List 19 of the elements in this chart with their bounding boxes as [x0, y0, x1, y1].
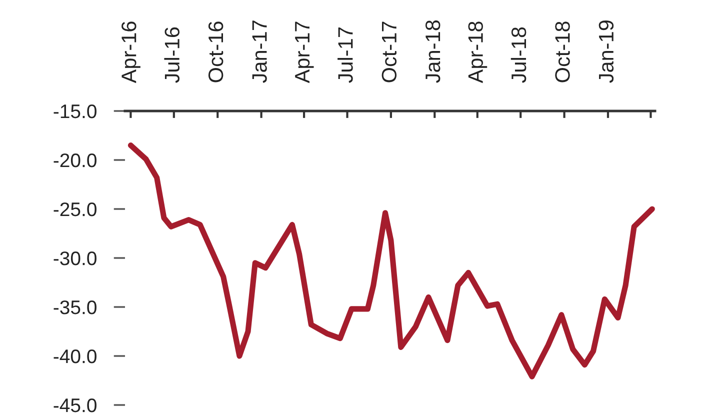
x-tick-label: Apr-16 — [122, 22, 140, 84]
y-tick-label: -25.0 — [54, 202, 96, 216]
x-tick-label: Apr-18 — [468, 22, 488, 84]
x-tick-label: Oct-17 — [382, 22, 397, 82]
x-tick-label: Jan-18 — [425, 20, 440, 83]
x-tick-label: Oct-16 — [208, 22, 224, 82]
y-tick-label: -15.0 — [54, 104, 96, 118]
y-tick-label: -30.0 — [54, 251, 96, 266]
x-tick-label: Jan-17 — [252, 20, 267, 83]
x-tick-label: Apr-17 — [295, 22, 314, 84]
x-tick-label: Oct-18 — [555, 22, 570, 82]
y-tick-label: -45.0 — [54, 398, 96, 412]
y-tick-label: -35.0 — [54, 300, 96, 314]
x-tick-label: Jul-18 — [510, 27, 526, 83]
x-tick-label: Jul-16 — [164, 27, 180, 83]
x-tick-label: Jan-19 — [598, 20, 614, 83]
y-tick-label: -40.0 — [54, 349, 96, 364]
x-tick-label: Jul-17 — [338, 28, 353, 83]
y-tick-label: -20.0 — [54, 153, 96, 168]
